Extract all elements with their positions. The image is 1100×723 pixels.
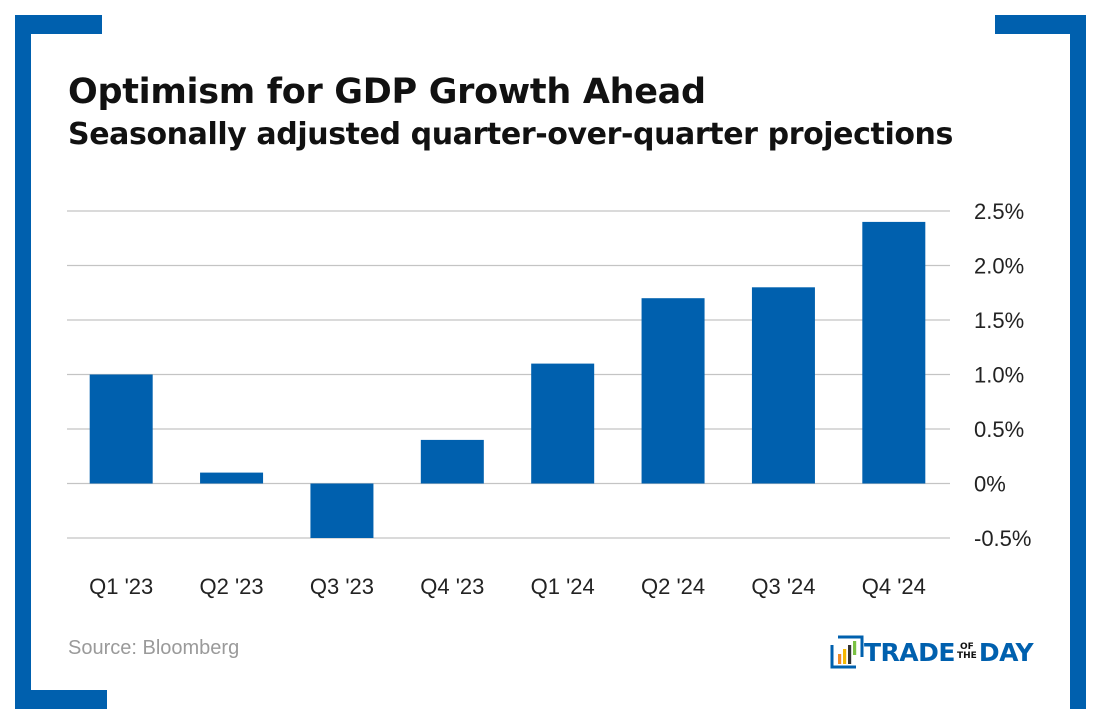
bars: [89, 221, 926, 538]
x-tick-label: Q4 '24: [862, 574, 926, 599]
frame-bottom-left-horizontal: [15, 690, 107, 709]
logo-of-the: OF THE: [957, 643, 977, 661]
trade-of-the-day-logo: TRADE OF THE DAY: [830, 634, 1034, 670]
y-tick-label: 1.0%: [974, 363, 1024, 388]
logo-word-the: THE: [956, 651, 977, 661]
x-tick-label: Q3 '24: [751, 574, 815, 599]
x-axis-tick-labels: Q1 '23 Q2 '23 Q3 '23 Q4 '23 Q1 '24 Q2 '24 Q3 '…: [89, 574, 926, 599]
bar: [531, 363, 595, 484]
x-tick-label: Q4 '23: [420, 574, 484, 599]
bar: [310, 483, 374, 538]
frame-top-right-horizontal: [995, 15, 1086, 34]
x-tick-label: Q2 '23: [199, 574, 263, 599]
bar: [751, 287, 815, 484]
frame-top-left-vertical: [15, 15, 31, 709]
x-tick-label: Q1 '23: [89, 574, 153, 599]
y-axis-tick-labels: 2.5% 2.0% 1.5% 1.0% 0.5% 0% -0.5%: [974, 199, 1031, 551]
gridlines: [67, 210, 950, 539]
y-tick-label: 0.5%: [974, 417, 1024, 442]
bar: [862, 221, 926, 484]
y-tick-label: 1.5%: [974, 308, 1024, 333]
logo-word-of: OF: [959, 642, 974, 652]
bar: [420, 439, 484, 484]
bar: [641, 298, 705, 484]
bar: [200, 472, 264, 484]
logo-word-trade: TRADE: [864, 637, 955, 667]
logo-word-day: DAY: [978, 637, 1034, 667]
chart-subtitle: Seasonally adjusted quarter-over-quarter…: [68, 117, 953, 152]
x-tick-label: Q3 '23: [310, 574, 374, 599]
source-note: Source: Bloomberg: [68, 637, 240, 659]
y-tick-label: 0%: [974, 472, 1006, 497]
frame-top-left-horizontal: [15, 15, 102, 34]
chart-title: Optimism for GDP Growth Ahead: [68, 72, 706, 112]
x-tick-label: Q1 '24: [531, 574, 595, 599]
bar: [89, 374, 153, 484]
bar-chart-icon: [830, 635, 864, 669]
y-tick-label: -0.5%: [974, 526, 1031, 551]
frame-right-vertical: [1070, 15, 1086, 709]
y-tick-label: 2.0%: [974, 254, 1024, 279]
y-tick-label: 2.5%: [974, 199, 1024, 224]
x-tick-label: Q2 '24: [641, 574, 705, 599]
